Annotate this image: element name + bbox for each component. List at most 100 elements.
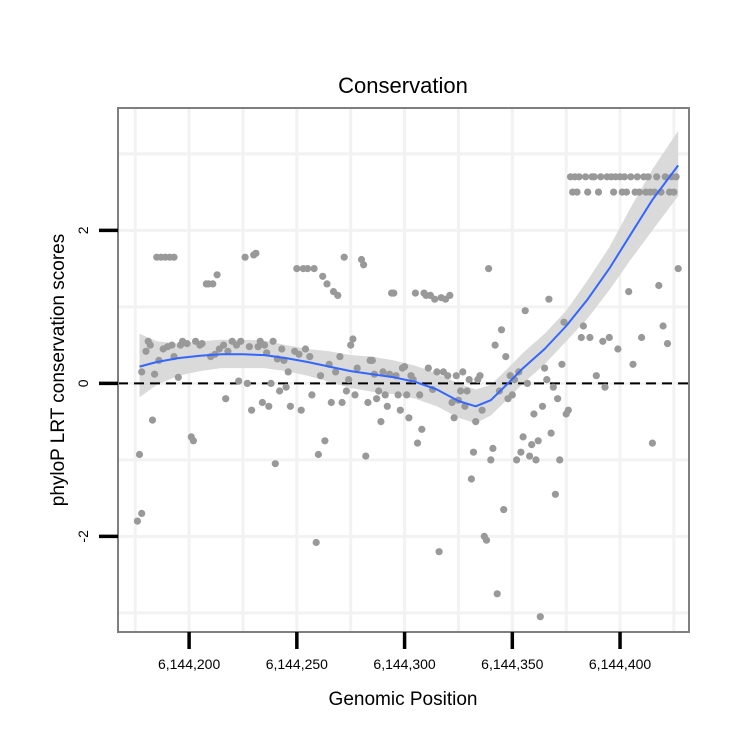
data-point [670, 188, 678, 196]
data-point [332, 368, 340, 376]
data-point [189, 437, 197, 445]
data-point [146, 341, 154, 349]
data-point [424, 364, 432, 372]
data-point [235, 377, 243, 385]
data-point [599, 337, 607, 345]
data-point [594, 188, 603, 196]
data-point [353, 364, 361, 372]
data-point [411, 289, 419, 297]
data-point [433, 368, 441, 376]
data-point [338, 398, 346, 407]
data-point [222, 395, 230, 403]
data-point [405, 414, 413, 422]
chart-title: Conservation [338, 73, 468, 98]
data-point [135, 450, 144, 459]
data-point [536, 613, 544, 621]
data-point [582, 173, 590, 181]
data-point [183, 340, 191, 348]
data-point [260, 341, 269, 349]
data-point [431, 295, 439, 303]
data-point [467, 475, 475, 483]
data-point [530, 410, 538, 418]
x-axis-ticks: 6,144,200 6,144,250 6,144,300 6,144,350 6,14… [158, 632, 651, 672]
data-point [254, 343, 262, 351]
data-point [304, 265, 312, 273]
data-point [314, 450, 322, 459]
data-point [472, 418, 480, 426]
data-point [133, 517, 141, 525]
data-point [394, 391, 402, 399]
data-point [655, 281, 663, 290]
data-point [151, 370, 159, 378]
data-point [364, 398, 372, 407]
data-point [502, 353, 510, 361]
data-point [351, 391, 359, 399]
data-point [528, 441, 536, 449]
data-point [521, 307, 529, 315]
data-point [224, 347, 232, 355]
data-point [297, 406, 305, 414]
data-point [614, 345, 622, 353]
data-point [220, 341, 228, 349]
data-point [653, 173, 661, 181]
data-point [465, 376, 473, 384]
data-point [547, 429, 555, 437]
data-point [605, 333, 613, 342]
data-point [459, 368, 467, 376]
data-point [638, 333, 646, 342]
data-point [435, 548, 443, 556]
data-point [485, 265, 493, 273]
data-point [396, 406, 404, 414]
data-point [592, 372, 600, 380]
x-tick-label: 6,144,300 [373, 656, 435, 672]
data-point [316, 372, 325, 380]
data-point [629, 360, 637, 368]
data-point [446, 291, 454, 299]
data-point [487, 456, 495, 464]
data-point [457, 387, 465, 395]
data-point [532, 456, 540, 464]
data-point [625, 288, 633, 296]
data-point [463, 387, 471, 395]
data-point [519, 433, 527, 441]
data-point [138, 368, 146, 376]
data-point [282, 383, 290, 391]
data-point [575, 173, 583, 181]
data-point [327, 398, 335, 407]
data-point [545, 295, 553, 303]
data-point [489, 444, 497, 452]
data-point [497, 326, 506, 334]
data-points [133, 173, 682, 621]
data-point [237, 337, 245, 345]
data-point [377, 418, 385, 426]
data-point [306, 353, 314, 361]
data-point [293, 265, 301, 273]
data-point [672, 173, 680, 181]
data-point [448, 398, 456, 407]
data-point [416, 391, 424, 399]
data-point [541, 364, 549, 372]
data-point [543, 376, 551, 384]
data-point [276, 387, 284, 395]
data-point [301, 345, 310, 353]
data-point [379, 368, 387, 376]
data-point [444, 372, 452, 380]
data-point [482, 536, 491, 544]
data-point [627, 173, 635, 181]
data-point [534, 437, 542, 445]
data-point [564, 406, 572, 414]
data-point [271, 460, 279, 468]
data-point [278, 345, 286, 353]
x-axis-label: Genomic Position [329, 689, 478, 710]
data-point [381, 391, 389, 399]
data-point [538, 402, 547, 410]
data-point [491, 341, 499, 349]
data-point [508, 391, 516, 399]
data-point [340, 253, 348, 261]
y-tick-label: 2 [75, 226, 91, 234]
data-point [513, 456, 521, 464]
data-point [368, 356, 376, 364]
data-point [663, 340, 672, 348]
